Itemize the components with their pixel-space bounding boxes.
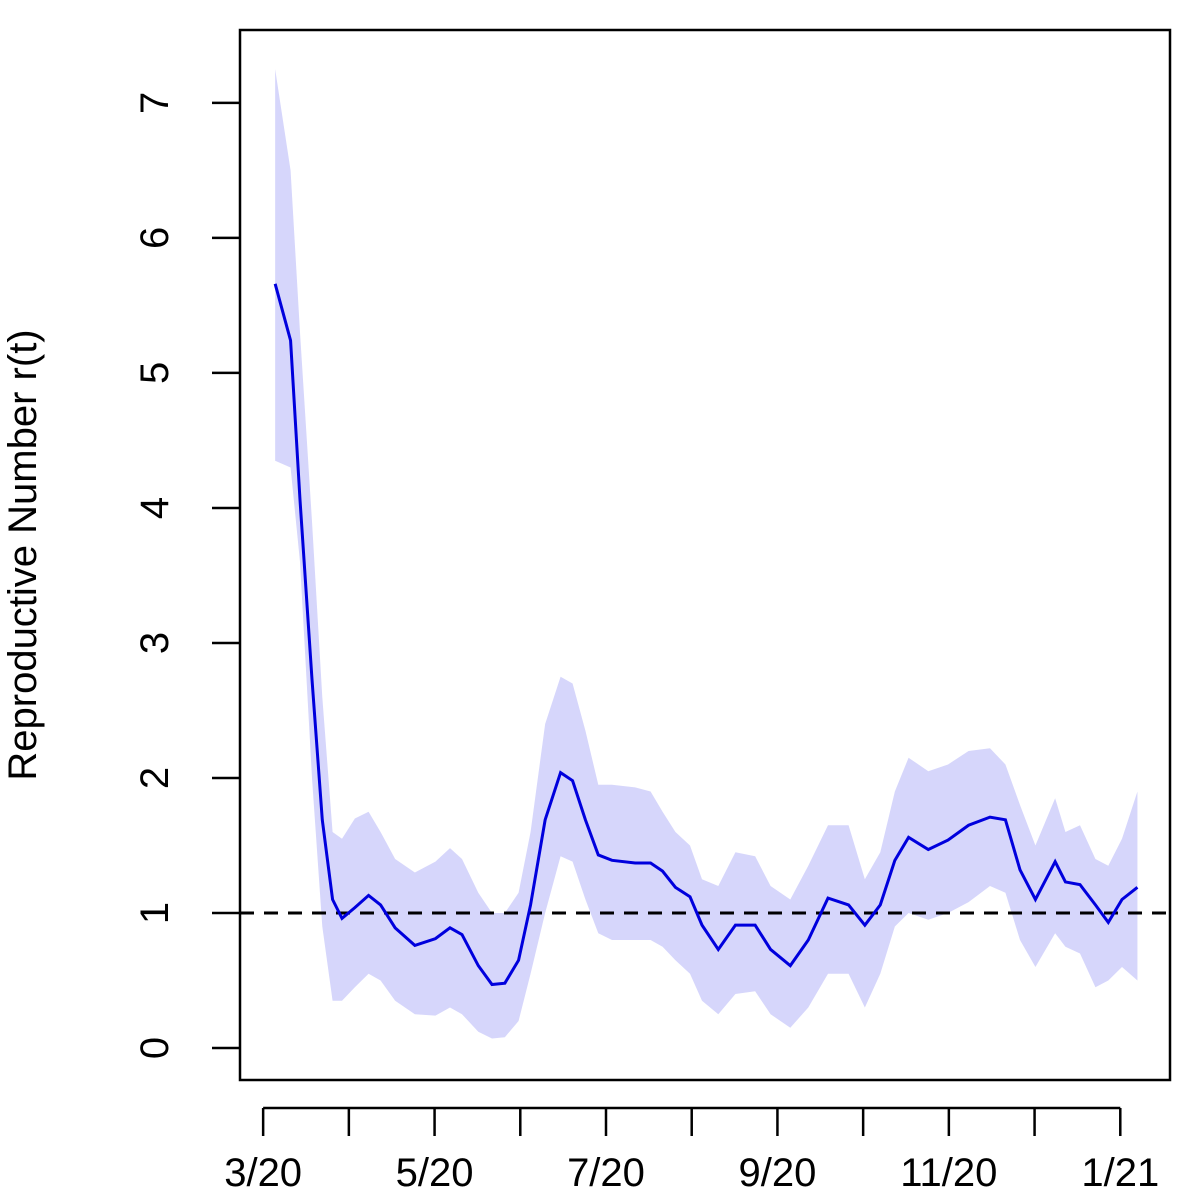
y-tick-label: 2 bbox=[133, 767, 177, 789]
x-tick-label: 1/21 bbox=[1081, 1151, 1159, 1195]
y-tick-label: 5 bbox=[133, 362, 177, 384]
x-tick-label: 7/20 bbox=[567, 1151, 645, 1195]
confidence-band bbox=[275, 69, 1138, 1039]
y-tick-label: 3 bbox=[133, 632, 177, 654]
x-tick-label: 3/20 bbox=[224, 1151, 302, 1195]
y-tick-label: 6 bbox=[133, 227, 177, 249]
y-axis-label: Reproductive Number r(t) bbox=[1, 329, 45, 780]
x-tick-label: 9/20 bbox=[738, 1151, 816, 1195]
x-tick-label: 5/20 bbox=[396, 1151, 474, 1195]
line bbox=[273, 283, 1139, 987]
y-tick-label: 1 bbox=[133, 902, 177, 924]
x-tick-label: 11/20 bbox=[900, 1151, 997, 1195]
y-tick-label: 0 bbox=[133, 1037, 177, 1059]
y-tick-label: 4 bbox=[133, 497, 177, 519]
y-tick-label: 7 bbox=[133, 92, 177, 114]
plot-frame bbox=[238, 28, 1172, 1082]
